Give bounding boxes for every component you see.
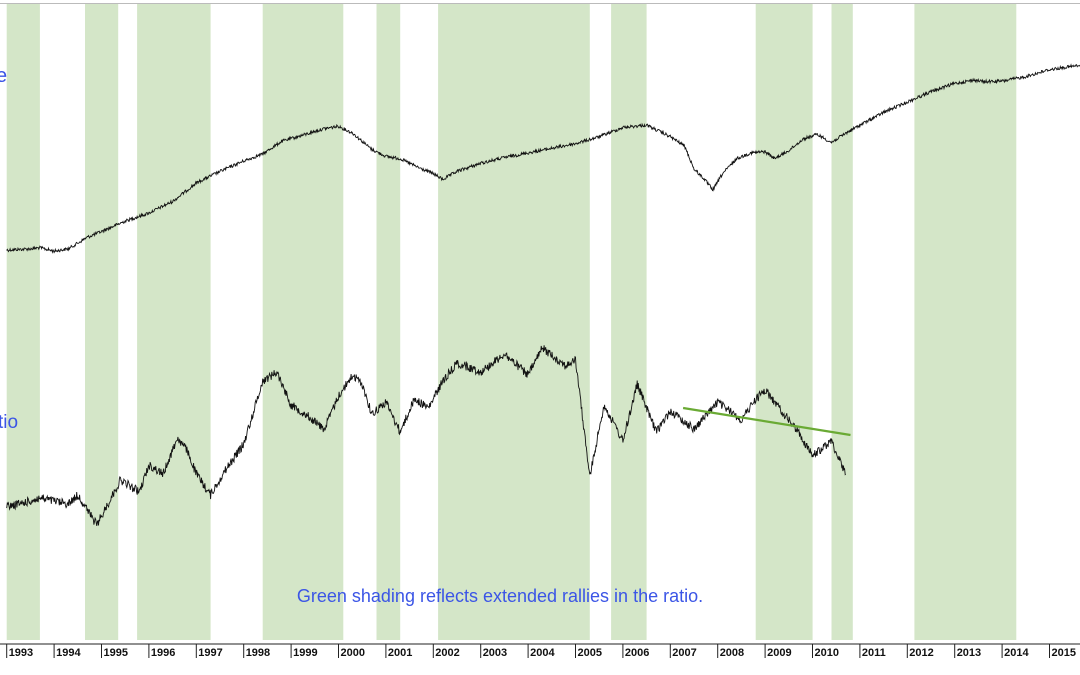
x-tick-label-2008: 2008 bbox=[720, 647, 744, 659]
x-tick-label-2007: 2007 bbox=[672, 647, 696, 659]
x-tick-label-1995: 1995 bbox=[104, 647, 128, 659]
shaded-period-1 bbox=[6, 4, 40, 640]
chart-annotation: Green shading reflects extended rallies … bbox=[297, 586, 703, 606]
x-tick-label-2001: 2001 bbox=[388, 647, 412, 659]
series-line-lower bbox=[6, 345, 847, 526]
shaded-period-5 bbox=[376, 4, 401, 640]
x-axis: 1993 1994 1995 1996 1997 1998 1999 2000 2001 2002… bbox=[0, 643, 1080, 659]
shading-layer bbox=[6, 4, 1017, 640]
shaded-period-2 bbox=[85, 4, 119, 640]
x-tick-label-2011: 2011 bbox=[862, 647, 886, 659]
x-tick-label-2002: 2002 bbox=[435, 647, 459, 659]
x-tick-label-2000: 2000 bbox=[341, 647, 365, 659]
x-tick-label-1998: 1998 bbox=[246, 647, 270, 659]
shaded-period-6 bbox=[438, 4, 590, 640]
lower-series-label: tio bbox=[0, 412, 18, 433]
x-tick-label-2004: 2004 bbox=[530, 647, 555, 659]
shaded-period-3 bbox=[137, 4, 211, 640]
x-tick-label-2003: 2003 bbox=[483, 647, 507, 659]
x-tick-label-1996: 1996 bbox=[151, 647, 175, 659]
x-tick-label-1997: 1997 bbox=[198, 647, 222, 659]
shaded-period-8 bbox=[755, 4, 813, 640]
x-tick-label-1994: 1994 bbox=[56, 647, 81, 659]
x-tick-label-1999: 1999 bbox=[293, 647, 317, 659]
x-tick-label-2013: 2013 bbox=[957, 647, 981, 659]
series-line-trendline bbox=[682, 406, 851, 437]
x-tick-label-1993: 1993 bbox=[9, 647, 33, 659]
shaded-period-10 bbox=[914, 4, 1017, 640]
x-tick-label-2005: 2005 bbox=[578, 647, 602, 659]
shaded-period-7 bbox=[611, 4, 647, 640]
shaded-period-9 bbox=[831, 4, 853, 640]
shaded-period-4 bbox=[262, 4, 344, 640]
x-tick-label-2015: 2015 bbox=[1052, 647, 1076, 659]
x-tick-label-2006: 2006 bbox=[625, 647, 649, 659]
x-tick-label-2014: 2014 bbox=[1004, 647, 1029, 659]
x-tick-label-2010: 2010 bbox=[815, 647, 839, 659]
x-tick-label-2012: 2012 bbox=[909, 647, 933, 659]
series-layer bbox=[6, 63, 1080, 526]
x-tick-label-2009: 2009 bbox=[767, 647, 791, 659]
series-line-upper bbox=[6, 63, 1080, 254]
upper-series-label: e bbox=[0, 65, 7, 87]
